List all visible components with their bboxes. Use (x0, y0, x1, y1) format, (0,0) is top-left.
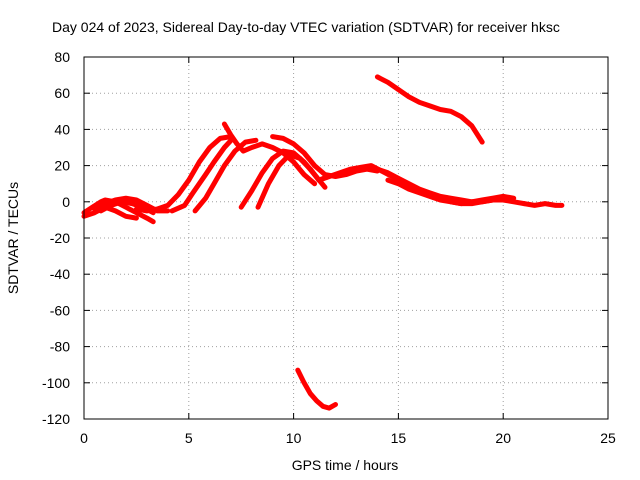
x-tick-label: 10 (286, 430, 302, 446)
y-axis-label: SDTVAR / TECUs (5, 181, 21, 295)
plot-frame (83, 56, 609, 420)
axis-tick-labels: 0 5 10 15 20 25 -120 -100 -80 -60 -40 -20 0 20 40 60 80 (42, 49, 616, 446)
series-line-arc-16 (521, 201, 565, 208)
y-tick-label: 60 (54, 85, 70, 101)
x-tick-label: 5 (185, 430, 193, 446)
series-line-arc-7 (192, 137, 259, 214)
y-tick-label: -120 (42, 411, 70, 427)
y-tick-label: 40 (54, 121, 70, 137)
series-line-arc-8 (221, 121, 318, 187)
y-tick-label: -60 (50, 302, 70, 318)
x-tick-label: 20 (495, 430, 511, 446)
x-tick-label: 15 (391, 430, 407, 446)
y-tick-label: 0 (62, 194, 70, 210)
series-line-arc-1 (81, 204, 139, 221)
y-tick-label: -20 (50, 230, 70, 246)
y-tick-label: -80 (50, 339, 70, 355)
y-tick-label: 80 (54, 49, 70, 65)
series-line-arc-6 (169, 135, 236, 214)
x-tick-label: 0 (80, 430, 88, 446)
series-line-arc-17 (374, 74, 485, 145)
y-tick-label: -100 (42, 375, 70, 391)
series-line-arc-5 (133, 134, 234, 214)
x-axis-label: GPS time / hours (291, 457, 399, 473)
series-line-arc-18 (295, 367, 338, 411)
axis-ticks (83, 56, 609, 420)
x-tick-label: 25 (600, 430, 616, 446)
y-tick-label: -40 (50, 266, 70, 282)
data-series (81, 74, 565, 411)
chart-title: Day 024 of 2023, Sidereal Day-to-day VTE… (52, 19, 560, 35)
y-tick-label: 20 (54, 158, 70, 174)
series-line-arc-15 (448, 193, 517, 207)
grid-lines (84, 57, 608, 419)
